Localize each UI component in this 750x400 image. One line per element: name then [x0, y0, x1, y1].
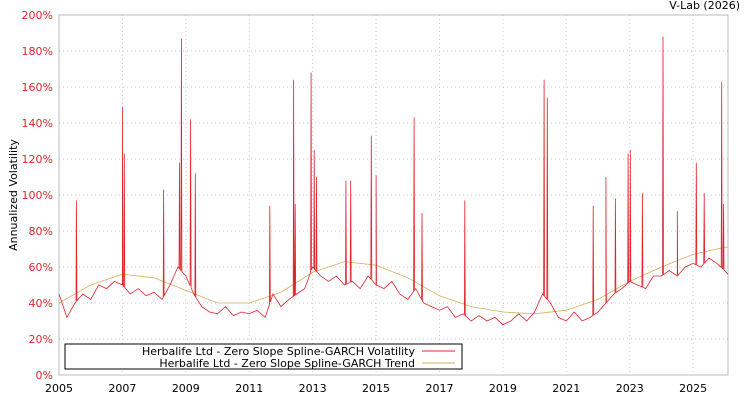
trend-line: [58, 246, 728, 315]
credit-label: V-Lab (2026): [669, 0, 740, 12]
y-axis-ticks: 0% 20% 40% 60% 80% 100% 120% 140% 160% 180% 200%: [22, 9, 53, 382]
y-tick-label: 180%: [22, 45, 53, 58]
y-tick-label: 0%: [36, 369, 53, 382]
y-axis-label: Annualized Volatility: [7, 139, 20, 251]
x-tick-label: 2017: [425, 382, 453, 395]
x-tick-label: 2005: [45, 382, 73, 395]
x-tick-label: 2023: [616, 382, 644, 395]
x-tick-label: 2011: [235, 382, 263, 395]
y-tick-label: 20%: [29, 333, 53, 346]
y-tick-label: 40%: [29, 297, 53, 310]
y-tick-label: 200%: [22, 9, 53, 22]
y-tick-label: 140%: [22, 117, 53, 130]
y-tick-label: 100%: [22, 189, 53, 202]
y-tick-label: 80%: [29, 225, 53, 238]
x-tick-label: 2021: [552, 382, 580, 395]
legend-label-trend: Herbalife Ltd - Zero Slope Spline-GARCH …: [159, 357, 415, 370]
y-tick-label: 160%: [22, 81, 53, 94]
y-tick-label: 120%: [22, 153, 53, 166]
x-axis-ticks: 2005 2007 2009 2011 2013 2015 2017 2019 2021 2023…: [45, 382, 707, 395]
x-tick-label: 2019: [489, 382, 517, 395]
x-tick-label: 2007: [108, 382, 136, 395]
x-tick-label: 2013: [299, 382, 327, 395]
legend: Herbalife Ltd - Zero Slope Spline-GARCH …: [64, 343, 463, 370]
y-tick-label: 60%: [29, 261, 53, 274]
x-tick-label: 2025: [679, 382, 707, 395]
legend-label-volatility: Herbalife Ltd - Zero Slope Spline-GARCH …: [142, 345, 416, 358]
plot-frame: [58, 14, 729, 376]
x-tick-label: 2009: [172, 382, 200, 395]
volatility-line: [58, 36, 729, 326]
x-tick-label: 2015: [362, 382, 390, 395]
